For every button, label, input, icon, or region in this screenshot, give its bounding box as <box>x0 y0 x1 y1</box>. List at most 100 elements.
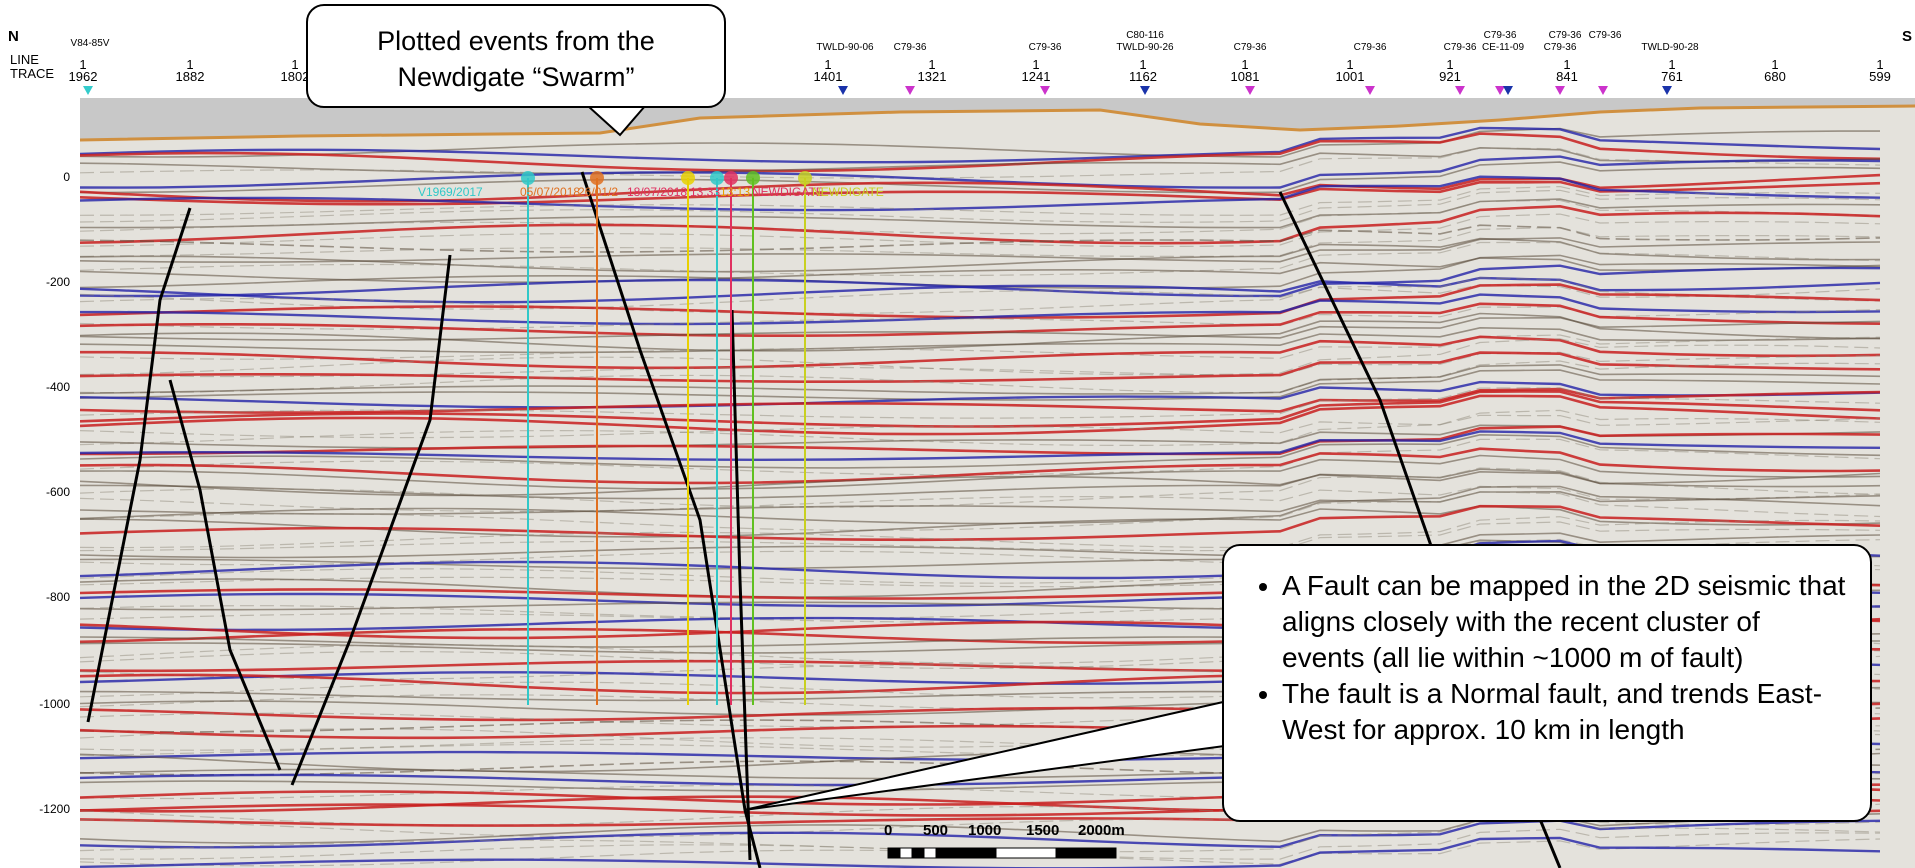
line-name: C79-36 <box>1233 42 1267 53</box>
north-label: N <box>8 28 19 45</box>
event-marker <box>724 171 738 185</box>
seismic-horizon <box>80 204 1881 245</box>
line-name: C80-116 <box>1126 30 1164 41</box>
seismic-horizon <box>80 147 1881 179</box>
shot-point-marker <box>1598 86 1608 95</box>
seismic-horizon <box>80 360 1881 394</box>
seismic-horizon <box>80 224 1881 253</box>
seismic-horizon <box>80 468 1881 500</box>
event-marker <box>681 171 695 185</box>
trace-number: 761 <box>1661 69 1683 84</box>
seismic-horizon <box>80 189 1881 223</box>
seismic-horizon <box>80 390 1881 428</box>
seismic-horizon <box>80 516 1881 549</box>
seismic-horizon <box>80 180 1881 206</box>
seismic-horizon <box>80 312 1881 352</box>
event-marker <box>798 171 812 185</box>
seismic-horizon <box>80 504 1881 542</box>
depth-tick-label: -600 <box>45 485 70 499</box>
scale-bar-segment <box>911 847 925 859</box>
line-name: CE-11-09 <box>1481 42 1525 53</box>
depth-tick-label: 0 <box>63 170 70 184</box>
scale-label: 1000 <box>968 822 1002 839</box>
seismic-horizon <box>80 237 1881 263</box>
line-name: C79-36 <box>1588 30 1622 41</box>
seismic-horizon <box>80 161 1881 194</box>
seismic-horizon <box>80 485 1881 525</box>
trace-number: 1802 <box>280 69 310 84</box>
scale-bar-segment <box>995 847 1057 859</box>
line-name: C79-36 <box>1483 30 1517 41</box>
fault-bullet-2: The fault is a Normal fault, and trends … <box>1282 676 1850 748</box>
line-value: 1 <box>928 57 936 72</box>
seismic-horizon <box>80 226 1881 257</box>
trace-number: 680 <box>1764 69 1786 84</box>
shot-point-marker <box>1662 86 1672 95</box>
fault-line <box>290 254 452 786</box>
shot-point-marker <box>838 86 848 95</box>
trace-number: 1241 <box>1021 69 1051 84</box>
shot-point-marker <box>1140 86 1150 95</box>
trace-number: 1882 <box>175 69 205 84</box>
event-label: 13:33 <box>690 185 721 199</box>
seismic-horizon <box>80 198 1881 229</box>
line-name: C79-36 <box>893 42 927 53</box>
line-name: V84-85V <box>70 38 110 49</box>
scale-bar-segment <box>899 847 913 859</box>
seismic-horizon <box>80 414 1881 439</box>
shot-point-marker <box>83 86 93 95</box>
line-value: 1 <box>1032 57 1040 72</box>
seismic-horizon <box>80 454 1881 490</box>
trace-number: 1081 <box>1230 69 1260 84</box>
seismic-horizon <box>80 293 1881 326</box>
scale-bar-segment <box>935 847 997 859</box>
line-name: TWLD-90-26 <box>1116 42 1174 53</box>
trace-number: 599 <box>1869 69 1891 84</box>
line-value: 1 <box>1771 57 1779 72</box>
seismic-horizon <box>80 380 1881 409</box>
scale-label: 1500 <box>1026 822 1060 839</box>
seismic-horizon <box>80 334 1881 360</box>
seismic-horizon <box>80 335 1881 370</box>
seismic-horizon <box>80 326 1881 354</box>
line-value: 1 <box>1241 57 1249 72</box>
seismic-horizon <box>80 447 1881 485</box>
fault-callout: A Fault can be mapped in the 2D seismic … <box>1222 544 1872 822</box>
seismic-horizon <box>80 491 1881 531</box>
depth-tick-label: -800 <box>45 590 70 604</box>
line-value: 1 <box>1563 57 1571 72</box>
depth-tick-label: -1200 <box>39 802 70 816</box>
seismic-horizon <box>80 409 1881 447</box>
seismic-horizon <box>80 155 1881 189</box>
shot-point-marker <box>1555 86 1565 95</box>
fault-line <box>86 207 192 723</box>
seismic-horizon <box>80 369 1881 401</box>
seismic-horizon <box>80 521 1881 552</box>
shot-point-marker <box>1365 86 1375 95</box>
seismic-horizon <box>80 132 1881 173</box>
trace-number: 1162 <box>1129 69 1157 84</box>
trace-number: 1001 <box>1335 69 1365 84</box>
shot-point-marker <box>1503 86 1513 95</box>
line-value: 1 <box>1446 57 1454 72</box>
seismic-horizon <box>80 277 1881 314</box>
event-marker <box>590 171 604 185</box>
event-marker <box>710 171 724 185</box>
seismic-horizon <box>80 338 1881 376</box>
event-marker <box>746 171 760 185</box>
trace-number: 1401 <box>813 69 843 84</box>
seismic-horizon <box>80 490 1881 515</box>
shot-point-marker <box>1495 86 1505 95</box>
line-name: C79-36 <box>1028 42 1062 53</box>
trace-number: 841 <box>1556 69 1578 84</box>
trace-number: 1321 <box>917 69 947 84</box>
seismic-horizon <box>80 175 1881 212</box>
fault-bullet-1: A Fault can be mapped in the 2D seismic … <box>1282 568 1850 676</box>
shot-point-marker <box>1040 86 1050 95</box>
trace-number: 1962 <box>68 69 98 84</box>
event-label: 05/07/2018 <box>520 185 581 199</box>
shot-point-marker <box>905 86 915 95</box>
trace-number: 921 <box>1439 69 1461 84</box>
seismic-horizon <box>80 241 1881 277</box>
